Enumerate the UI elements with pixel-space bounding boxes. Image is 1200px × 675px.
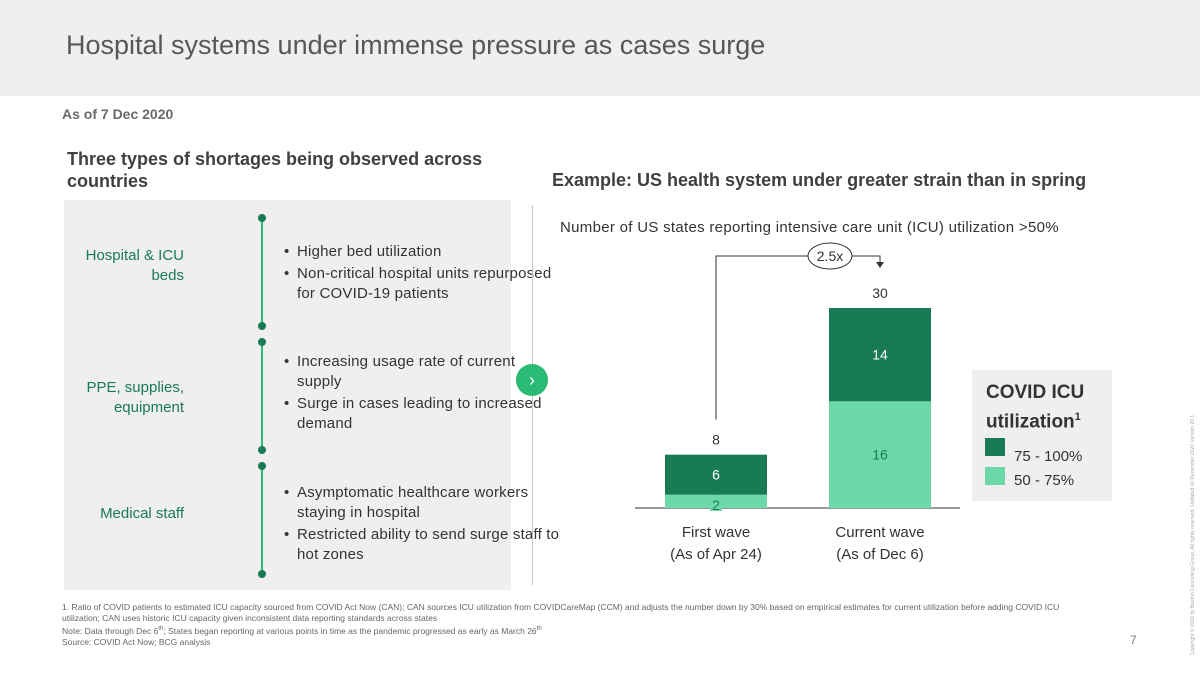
timeline-dot — [258, 338, 266, 346]
bar-segment — [829, 308, 931, 402]
timeline-dot — [258, 446, 266, 454]
growth-bracket — [715, 255, 881, 420]
page-title: Hospital systems under immense pressure … — [66, 30, 766, 60]
bullet-item: Non-critical hospital units repurposed f… — [284, 264, 564, 304]
category-label: (As of Dec 6) — [836, 546, 924, 563]
category-label: First wave — [682, 524, 750, 541]
legend-title: COVID ICU utilization1 — [986, 381, 1084, 434]
category-label: Current wave — [835, 524, 924, 541]
footnotes: 1. Ratio of COVID patients to estimated … — [62, 602, 1082, 648]
category-label: Hospital & ICU beds — [85, 247, 184, 284]
copyright-side-text: Copyright © 2020 by Boston Consulting Gr… — [1190, 414, 1196, 655]
bullet-list: Asymptomatic healthcare workers staying … — [284, 483, 564, 567]
multiplier-label: 2.5x — [817, 248, 843, 264]
legend-title-line2: utilization — [986, 411, 1075, 433]
bullet-item: Surge in cases leading to increased dema… — [284, 394, 552, 434]
category-label: Medical staff — [100, 505, 184, 522]
legend-swatch-high — [985, 438, 1005, 456]
bar-value-label: 6 — [712, 467, 720, 483]
growth-arrow-icon — [876, 262, 884, 268]
footnote-note: Note: Data through Dec 6th; States began… — [62, 625, 542, 636]
right-section-heading: Example: US health system under greater … — [552, 170, 1087, 190]
timeline-dot — [258, 462, 266, 470]
bar-value-label: 16 — [872, 447, 888, 463]
legend-title-line1: COVID ICU — [986, 382, 1085, 403]
timeline-segment — [261, 218, 263, 326]
timeline-segment — [261, 342, 263, 450]
bar-segment — [829, 401, 931, 508]
bar-value-label: 14 — [872, 347, 888, 363]
legend-footnote-marker: 1 — [1074, 411, 1081, 423]
footnote-source: Source: COVID Act Now; BCG analysis — [62, 636, 211, 647]
shortages-panel: Hospital & ICU beds Higher bed utilizati… — [64, 200, 559, 590]
as-of-date: As of 7 Dec 2020 — [62, 106, 174, 122]
timeline-dot — [258, 322, 266, 330]
stacked-bar-chart: 2 6 8 First wave (As of Apr 24) 16 14 30 Current… — [635, 242, 960, 563]
category-label: (As of Apr 24) — [670, 546, 762, 563]
chart-title: Number of US states reporting intensive … — [560, 219, 1059, 236]
left-section-heading: Three types of shortages being observed … — [67, 149, 483, 191]
legend-label-mid: 50 - 75% — [1014, 472, 1075, 489]
legend-swatch-mid — [985, 467, 1005, 485]
bar-total-label: 8 — [712, 432, 720, 448]
page-number: 7 — [1130, 633, 1137, 647]
bar-total-label: 30 — [872, 285, 888, 301]
bar-value-label: 2 — [712, 497, 720, 513]
bullet-item: Asymptomatic healthcare workers staying … — [284, 483, 564, 523]
category-label: PPE, supplies, equipment — [86, 379, 184, 416]
bullet-item: Increasing usage rate of current supply — [284, 352, 552, 392]
header-band: Hospital systems under immense pressure … — [0, 0, 1200, 96]
timeline-dot — [258, 214, 266, 222]
timeline-dot — [258, 570, 266, 578]
bullet-list: Higher bed utilization Non-critical hosp… — [284, 242, 564, 306]
bar-segment — [665, 454, 767, 495]
footnote-1: 1. Ratio of COVID patients to estimated … — [62, 602, 1060, 623]
timeline-segment — [261, 466, 263, 574]
bullet-item: Restricted ability to send surge staff t… — [284, 525, 564, 565]
chevron-right-icon: › — [516, 364, 548, 396]
bar-value-bg — [710, 491, 722, 511]
multiplier-badge — [807, 242, 853, 270]
bullet-item: Higher bed utilization — [284, 242, 564, 262]
bullet-list: Increasing usage rate of current supply … — [284, 352, 552, 436]
legend-label-high: 75 - 100% — [1014, 448, 1083, 465]
